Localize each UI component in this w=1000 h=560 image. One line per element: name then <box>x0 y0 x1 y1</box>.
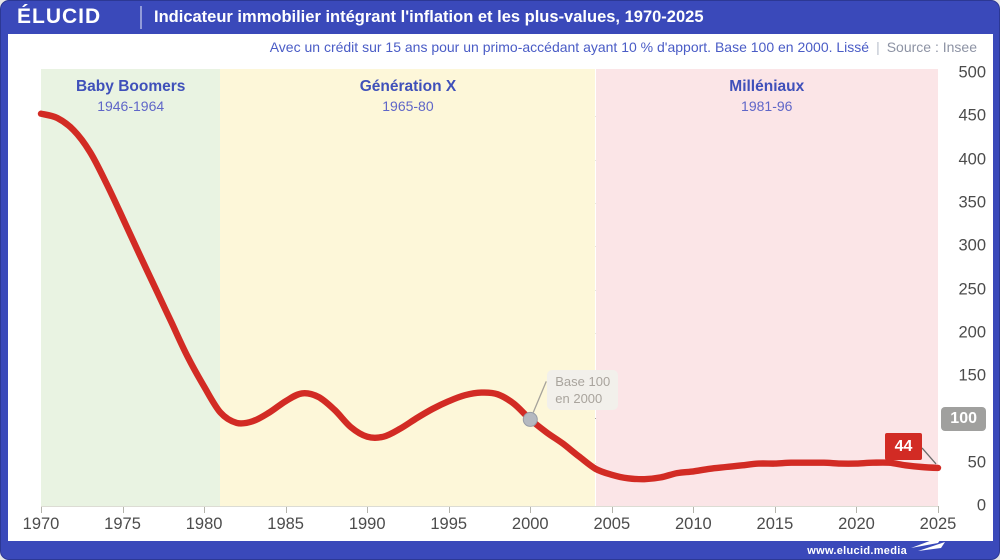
y-tick-label-200: 200 <box>958 323 986 342</box>
base-100-axis-badge: 100 <box>941 407 986 432</box>
x-tick-label-1975: 1975 <box>104 515 141 533</box>
header-divider <box>140 6 142 29</box>
x-tick-mark-2015 <box>774 506 776 513</box>
y-tick-label-50: 50 <box>967 453 986 472</box>
era-name: Milléniaux <box>729 78 805 95</box>
x-tick-label-2000: 2000 <box>511 515 549 533</box>
x-axis-line <box>41 506 938 507</box>
x-tick-label-2020: 2020 <box>838 515 875 533</box>
x-tick-label-2010: 2010 <box>675 515 712 533</box>
x-tick-mark-2000 <box>530 506 532 513</box>
era-name: Génération X <box>359 78 457 95</box>
annotation-line1: Base 100 <box>555 374 611 390</box>
x-tick-mark-2020 <box>856 506 858 513</box>
footer-url: www.elucid.media <box>807 545 907 557</box>
subtitle-text: Avec un crédit sur 15 ans pour un primo-… <box>269 39 870 55</box>
y-tick-label-250: 250 <box>958 280 986 298</box>
x-tick-label-2025: 2025 <box>919 515 957 533</box>
page-title: Indicateur immobilier intégrant l'inflat… <box>154 8 704 26</box>
x-tick-mark-1980 <box>204 506 206 513</box>
y-tick-label-0: 0 <box>976 496 986 515</box>
x-tick-label-1995: 1995 <box>430 515 468 533</box>
y-tick-label-500: 500 <box>958 63 986 82</box>
x-tick-label-1985: 1985 <box>267 515 304 533</box>
era-name: Baby Boomers <box>75 78 186 95</box>
era-band-1 <box>41 69 221 506</box>
x-tick-label-1970: 1970 <box>22 515 60 533</box>
era-years: 1946-1964 <box>97 98 165 114</box>
subtitle-row: Avec un crédit sur 15 ans pour un primo-… <box>11 34 977 61</box>
y-tick-label-150: 150 <box>958 366 986 385</box>
x-tick-mark-2005 <box>611 506 613 513</box>
base-100-annotation: Base 100 en 2000 <box>547 370 619 411</box>
annotation-line2: en 2000 <box>555 391 603 407</box>
source-label: Source : Insee <box>886 39 977 55</box>
y-tick-label-350: 350 <box>958 193 986 212</box>
x-tick-mark-1990 <box>367 506 369 513</box>
y-tick-label-300: 300 <box>958 236 986 255</box>
x-tick-mark-1970 <box>41 506 42 513</box>
final-value-badge: 44 <box>885 432 922 460</box>
flag-icon <box>909 533 947 558</box>
x-tick-mark-1995 <box>448 506 450 513</box>
era-years: 1965-80 <box>382 98 434 114</box>
x-tick-label-1990: 1990 <box>348 515 386 533</box>
era-years: 1981-96 <box>741 98 793 114</box>
x-tick-mark-1975 <box>122 506 124 513</box>
era-label-3: Milléniaux 1981-96 <box>657 78 877 114</box>
y-tick-label-100: 100 <box>939 407 986 432</box>
x-tick-mark-2010 <box>693 506 695 513</box>
x-tick-mark-1985 <box>285 506 287 513</box>
era-label-2: Génération X 1965-80 <box>298 78 518 114</box>
x-tick-label-1980: 1980 <box>185 515 223 533</box>
x-tick-mark-2025 <box>938 506 939 513</box>
x-tick-label-2015: 2015 <box>756 515 794 533</box>
era-band-2 <box>220 69 596 506</box>
brand-logo: ÉLUCID <box>17 5 102 28</box>
y-tick-label-450: 450 <box>958 106 986 125</box>
era-label-1: Baby Boomers 1946-1964 <box>21 78 241 114</box>
y-tick-label-400: 400 <box>958 150 986 169</box>
subtitle-separator: | <box>876 39 880 55</box>
x-tick-label-2005: 2005 <box>593 515 631 533</box>
